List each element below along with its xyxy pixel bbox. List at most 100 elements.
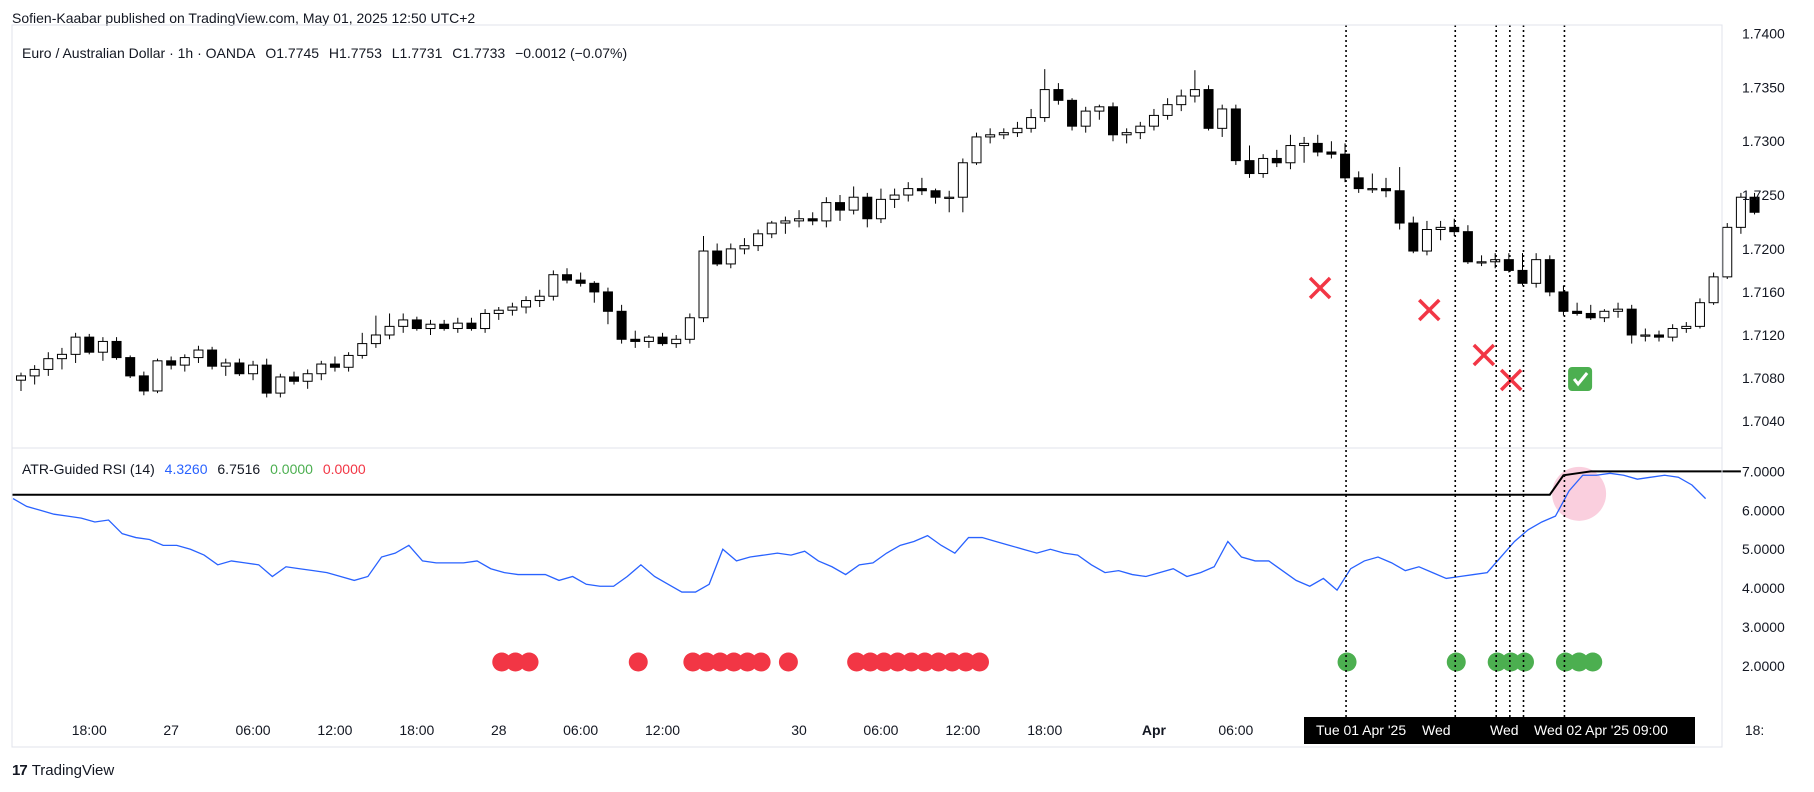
red-dot <box>956 652 976 672</box>
candle <box>84 333 95 355</box>
candle-body <box>1162 104 1173 116</box>
candle-body <box>466 322 477 330</box>
candle <box>957 158 968 213</box>
time-tick-label: 18:00 <box>72 722 107 738</box>
candle <box>152 358 163 394</box>
candle-body <box>439 323 450 330</box>
candle <box>1749 192 1760 215</box>
candle-body <box>903 188 914 196</box>
candle <box>684 313 695 344</box>
candle-body <box>1285 145 1296 164</box>
candle-body <box>739 245 750 250</box>
candle-body <box>1217 108 1228 129</box>
candle-body <box>316 363 327 375</box>
candle <box>1599 309 1610 323</box>
candle-body <box>1012 127 1023 134</box>
candle <box>575 272 586 287</box>
candle <box>548 270 559 301</box>
candle <box>138 371 149 396</box>
sell-cross-stroke <box>1308 276 1332 300</box>
candle <box>766 220 777 239</box>
candle <box>903 182 914 202</box>
candle <box>425 319 436 335</box>
candle <box>507 302 518 316</box>
candle-body <box>862 196 873 220</box>
candle <box>1654 330 1664 342</box>
time-tick-label: 06:00 <box>236 722 271 738</box>
candle-body <box>548 274 559 297</box>
candle <box>1217 104 1228 137</box>
red-dot <box>847 652 867 672</box>
candle <box>1381 177 1391 198</box>
indicator-tick-label: 5.0000 <box>1742 541 1785 557</box>
candle-body <box>848 196 859 211</box>
candle <box>671 334 682 348</box>
candle-body <box>152 360 163 392</box>
candle-body <box>562 274 572 281</box>
candle-body <box>534 295 545 302</box>
candle <box>234 358 245 376</box>
candle <box>821 197 832 228</box>
candle <box>1258 154 1269 178</box>
candle-body <box>1599 310 1610 319</box>
sell-cross-stroke <box>1472 343 1496 367</box>
indicator-axis: 7.0000 6.0000 5.0000 4.0000 3.0000 2.0000 <box>1742 463 1785 674</box>
candle <box>1176 89 1187 112</box>
time-tick-label: 12:00 <box>317 722 352 738</box>
candle-body <box>289 376 299 382</box>
indicator-value-4: 0.0000 <box>322 461 366 477</box>
candle-body <box>889 194 900 200</box>
candle-body <box>1080 110 1091 127</box>
price-axis: 1.7400 1.7350 1.7300 1.7250 1.7200 1.7160 1.71… <box>1742 26 1785 429</box>
green-dot <box>1515 652 1534 672</box>
candle-body <box>1476 261 1487 264</box>
red-dot <box>915 652 935 672</box>
candle <box>1080 106 1091 133</box>
candle <box>439 319 450 331</box>
time-tick-label: 06:00 <box>563 722 598 738</box>
red-dot <box>492 652 512 672</box>
green-dot <box>1583 652 1603 672</box>
crosshair-label-right: Wed 02 Apr '25 09:00 <box>1534 722 1668 738</box>
candle-body <box>261 364 272 394</box>
candle-body <box>1749 196 1760 213</box>
candle-body <box>998 132 1009 136</box>
candle-body <box>1094 106 1105 112</box>
candle <box>398 313 409 333</box>
candle-body <box>1681 325 1692 330</box>
candle-body <box>125 357 136 377</box>
candle <box>302 369 313 389</box>
candle-body <box>684 317 695 340</box>
candle-body <box>1585 312 1596 319</box>
candle <box>1585 304 1596 320</box>
candle <box>1667 324 1678 342</box>
red-dot <box>970 652 989 672</box>
candle <box>1108 102 1118 142</box>
candle-body <box>1203 89 1214 129</box>
footer-brand[interactable]: 17 TradingView <box>12 762 114 779</box>
candle <box>1572 302 1583 316</box>
candle <box>357 332 368 359</box>
candle-body <box>1381 188 1391 192</box>
candle-body <box>575 279 586 284</box>
price-tick-label: 1.7400 <box>1742 26 1785 42</box>
candle-body <box>1394 190 1405 224</box>
candle <box>343 352 354 372</box>
candle <box>1735 192 1746 234</box>
candle <box>1312 134 1323 157</box>
candle <box>452 317 463 333</box>
candle <box>1053 83 1064 105</box>
candle-body <box>1189 89 1200 97</box>
candle-body <box>753 233 764 247</box>
candle <box>1189 70 1200 103</box>
green-dot <box>1446 652 1466 672</box>
candle <box>1681 322 1692 333</box>
candle <box>1067 98 1078 131</box>
candle-body <box>985 134 996 138</box>
candle <box>1271 149 1282 168</box>
highlight-marker <box>1552 466 1607 521</box>
sell-signal-icon <box>1472 343 1496 367</box>
candle-body <box>234 362 245 375</box>
candle <box>780 216 791 234</box>
